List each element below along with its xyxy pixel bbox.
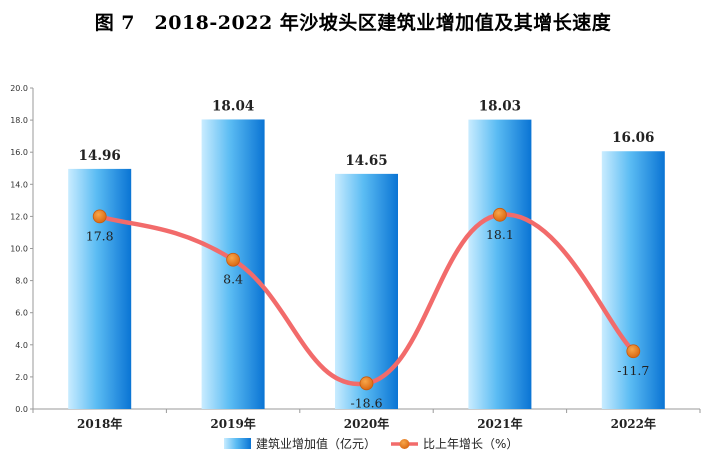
x-tick-label: 2019年: [210, 416, 255, 431]
bar-2018年: [68, 168, 132, 409]
y-tick-label: 10.0: [10, 245, 28, 254]
bar-value-label: 14.96: [79, 148, 121, 164]
y-tick-label: 12.0: [10, 212, 28, 221]
bar-value-label: 18.03: [479, 99, 521, 115]
y-tick-label: 6.0: [15, 309, 28, 318]
x-tick-label: 2021年: [477, 416, 522, 431]
growth-point-2020年: [359, 376, 374, 391]
x-tick-label: 2020年: [344, 416, 389, 431]
growth-value-label: 17.8: [86, 228, 114, 243]
growth-value-label: 18.1: [486, 227, 514, 242]
bar-2021年: [468, 119, 532, 409]
bar-2022年: [601, 151, 665, 409]
y-tick-label: 0.0: [15, 405, 28, 414]
legend-line-label: 比上年增长（%）: [423, 437, 518, 451]
y-tick-label: 14.0: [10, 180, 28, 189]
y-tick-label: 4.0: [15, 341, 28, 350]
growth-point-2019年: [226, 252, 241, 267]
y-tick-label: 2.0: [15, 373, 28, 382]
legend-line-marker: [399, 439, 410, 449]
legend-bar-label: 建筑业增加值（亿元）: [256, 436, 376, 451]
chart-title: 图 7 2018-2022 年沙坡头区建筑业增加值及其增长速度: [94, 12, 612, 34]
growth-point-2018年: [92, 209, 107, 224]
legend-bar-swatch: [224, 438, 251, 449]
bar-value-label: 18.04: [212, 98, 254, 114]
growth-value-label: -18.6: [350, 395, 382, 410]
y-tick-label: 20.0: [10, 84, 28, 93]
y-tick-label: 18.0: [10, 116, 28, 125]
x-tick-label: 2018年: [77, 416, 122, 431]
growth-point-2021年: [492, 207, 507, 222]
bar-value-label: 16.06: [612, 130, 654, 146]
growth-value-label: -11.7: [617, 363, 649, 378]
y-tick-label: 16.0: [10, 148, 28, 157]
bar-value-label: 14.65: [345, 153, 387, 169]
x-tick-label: 2022年: [611, 416, 656, 431]
growth-value-label: 8.4: [223, 272, 243, 287]
y-tick-label: 8.0: [15, 277, 28, 286]
growth-point-2022年: [626, 344, 641, 359]
